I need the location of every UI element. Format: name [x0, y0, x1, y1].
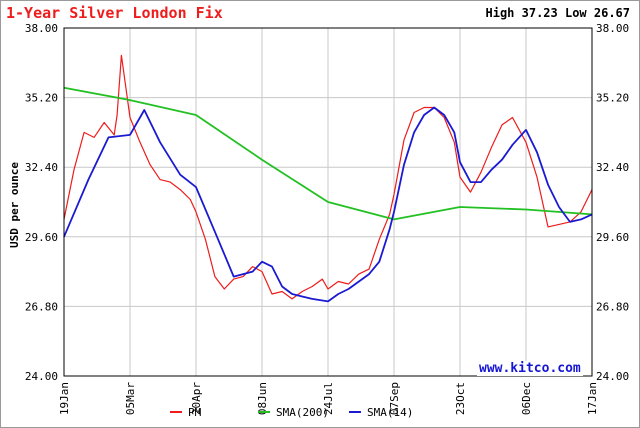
legend-label: SMA(200): [276, 406, 329, 419]
y-tick-label-right: 38.00: [596, 22, 629, 35]
legend-label: SMA(14): [367, 406, 413, 419]
kitco-watermark: www.kitco.com: [477, 361, 583, 376]
y-tick-label-left: 26.80: [25, 300, 58, 313]
x-tick-label: 20Apr: [190, 382, 203, 415]
y-tick-label-left: 29.60: [25, 231, 58, 244]
series-line-pm: [63, 54, 593, 300]
y-tick-label-left: 32.40: [25, 161, 58, 174]
x-tick-label: 19Jan: [58, 382, 71, 415]
legend-label: PM: [188, 406, 202, 419]
y-tick-label-right: 24.00: [596, 370, 629, 383]
x-tick-label: 23Oct: [454, 382, 467, 415]
y-tick-label-right: 35.20: [596, 92, 629, 105]
y-tick-label-right: 32.40: [596, 161, 629, 174]
x-tick-label: 08Jun: [256, 382, 269, 415]
legend: PM SMA(200) SMA(14): [170, 406, 413, 419]
plot-border: [63, 27, 593, 377]
y-axis-label: USD per ounce: [8, 162, 21, 248]
y-tick-labels-left: 24.00 26.80 29.60 32.40 35.20 38.00: [25, 22, 58, 383]
y-tick-labels-right: 24.00 26.80 29.60 32.40 35.20 38.00: [596, 22, 629, 383]
x-tick-label: 24Jul: [322, 382, 335, 415]
high-low-readout: High 37.23 Low 26.67: [485, 6, 631, 20]
series-layer: [63, 54, 593, 303]
y-tick-label-left: 38.00: [25, 22, 58, 35]
x-tick-label: 17Jan: [586, 382, 599, 415]
x-tick-labels: 19Jan 05Mar 20Apr 08Jun 24Jul 07Sep 23Oct 06Dec…: [58, 382, 599, 415]
y-tick-label-right: 29.60: [596, 231, 629, 244]
series-line-sma14: [63, 106, 593, 303]
chart-title: 1-Year Silver London Fix: [6, 4, 223, 22]
x-tick-label: 05Mar: [124, 382, 137, 415]
x-tick-label: 07Sep: [388, 382, 401, 415]
y-tick-label-left: 24.00: [25, 370, 58, 383]
y-tick-label-left: 35.20: [25, 92, 58, 105]
axes: [63, 27, 593, 377]
series-line-sma200: [63, 86, 593, 221]
y-tick-label-right: 26.80: [596, 300, 629, 313]
x-tick-label: 06Dec: [520, 382, 533, 415]
